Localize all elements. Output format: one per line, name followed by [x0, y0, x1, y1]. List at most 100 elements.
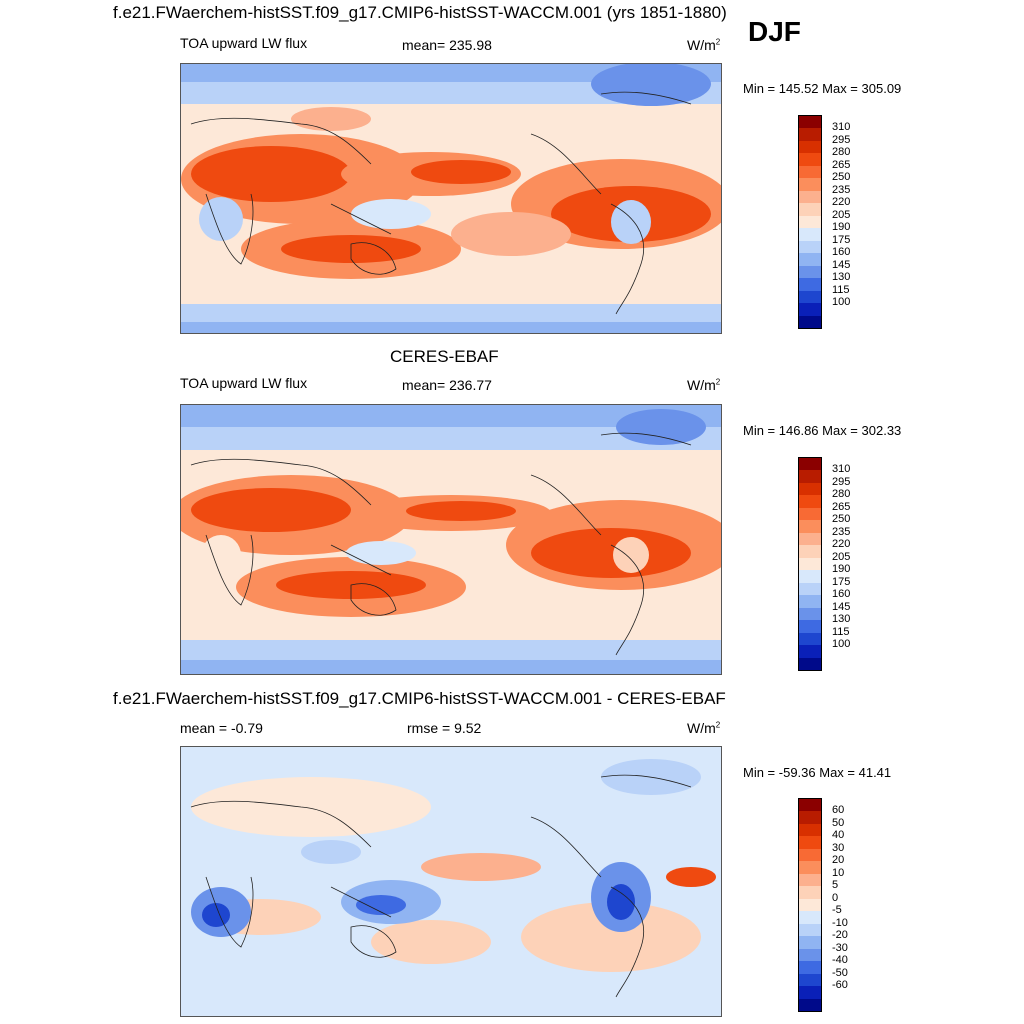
- colorbar-segment: [799, 470, 821, 483]
- colorbar-tick-label: 145: [832, 600, 851, 613]
- colorbar-segment: [799, 290, 821, 304]
- panel1-mean-label: mean= 235.98: [402, 37, 492, 53]
- panel1-title: f.e21.FWaerchem-histSST.f09_g17.CMIP6-hi…: [113, 3, 727, 22]
- colorbar-segment: [799, 657, 821, 670]
- panel3-map-svg: [181, 747, 721, 1016]
- colorbar-segment: [799, 228, 821, 241]
- colorbar-segment: [799, 936, 821, 949]
- colorbar-segment: [799, 520, 821, 533]
- colorbar-tick-label: -60: [832, 979, 848, 992]
- colorbar-segment: [799, 278, 821, 291]
- colorbar-tick-label: -50: [832, 966, 848, 979]
- colorbar-tick-label: -30: [832, 941, 848, 954]
- colorbar-tick-label: 115: [832, 625, 850, 638]
- colorbar-segment: [799, 128, 821, 141]
- colorbar-segment: [799, 620, 821, 633]
- colorbar-tick-label: 190: [832, 563, 851, 576]
- colorbar-segment: [799, 532, 821, 546]
- colorbar-tick-label: -20: [832, 929, 848, 942]
- colorbar-tick-label: 220: [832, 196, 851, 209]
- colorbar-tick-label: 250: [832, 513, 851, 526]
- colorbar-segment: [799, 948, 821, 962]
- colorbar-segment: [799, 923, 821, 937]
- colorbar-tick-label: 175: [832, 575, 851, 588]
- panel2-minmax: Min = 146.86 Max = 302.33: [743, 423, 902, 438]
- panel2-title: CERES-EBAF: [390, 347, 499, 366]
- colorbar-segment: [799, 998, 821, 1011]
- colorbar-segment: [799, 861, 821, 874]
- colorbar-segment: [799, 961, 821, 974]
- colorbar-tick-label: 20: [832, 854, 845, 867]
- colorbar-tick-label: 100: [832, 296, 851, 309]
- colorbar-tick-label: 310: [832, 463, 851, 476]
- colorbar-tick-label: -40: [832, 954, 848, 967]
- colorbar-segment: [799, 973, 821, 987]
- panel2-map: [180, 404, 722, 675]
- colorbar-tick-label: 265: [832, 158, 851, 171]
- panel3-title: f.e21.FWaerchem-histSST.f09_g17.CMIP6-hi…: [113, 689, 726, 708]
- panel2-units: W/m2: [687, 377, 721, 393]
- colorbar-segment: [799, 595, 821, 608]
- colorbar-segment: [799, 178, 821, 191]
- colorbar-tick-label: 205: [832, 550, 851, 563]
- panel2-colorbar: [798, 457, 822, 671]
- colorbar-segment: [799, 811, 821, 824]
- colorbar-segment: [799, 836, 821, 849]
- colorbar-segment: [799, 799, 821, 812]
- colorbar-segment: [799, 253, 821, 266]
- colorbar-segment: [799, 203, 821, 216]
- colorbar-tick-label: 160: [832, 588, 851, 601]
- colorbar-tick-label: 50: [832, 816, 845, 829]
- colorbar-segment: [799, 582, 821, 596]
- panel3-map: [180, 746, 722, 1017]
- panel1-units: W/m2: [687, 37, 721, 53]
- colorbar-tick-label: 10: [832, 866, 845, 879]
- colorbar-segment: [799, 495, 821, 508]
- colorbar-tick-label: 220: [832, 538, 851, 551]
- colorbar-segment: [799, 215, 821, 229]
- colorbar-tick-label: 235: [832, 525, 851, 538]
- colorbar-tick-label: 0: [832, 891, 839, 904]
- colorbar-tick-label: 265: [832, 500, 851, 513]
- panel3-mean-label: mean = -0.79: [180, 720, 263, 736]
- colorbar-segment: [799, 848, 821, 862]
- colorbar-segment: [799, 240, 821, 254]
- colorbar-segment: [799, 570, 821, 583]
- colorbar-segment: [799, 303, 821, 316]
- colorbar-tick-label: 250: [832, 171, 851, 184]
- colorbar-tick-label: 40: [832, 829, 845, 842]
- panel3-colorbar: [798, 798, 822, 1012]
- colorbar-tick-label: 30: [832, 841, 845, 854]
- colorbar-segment: [799, 557, 821, 571]
- colorbar-tick-label: 60: [832, 804, 845, 817]
- colorbar-tick-label: 235: [832, 183, 851, 196]
- panel1-colorbar: [798, 115, 822, 329]
- colorbar-segment: [799, 315, 821, 328]
- colorbar-segment: [799, 190, 821, 204]
- colorbar-segment: [799, 545, 821, 558]
- panel1-map: [180, 63, 722, 334]
- panel1-variable-label: TOA upward LW flux: [180, 35, 308, 51]
- colorbar-segment: [799, 153, 821, 166]
- season-label: DJF: [748, 16, 801, 47]
- colorbar-segment: [799, 886, 821, 899]
- colorbar-tick-label: 205: [832, 208, 851, 221]
- colorbar-segment: [799, 986, 821, 999]
- panel1-map-svg: [181, 64, 721, 333]
- colorbar-segment: [799, 898, 821, 912]
- colorbar-segment: [799, 482, 821, 496]
- colorbar-segment: [799, 873, 821, 887]
- colorbar-segment: [799, 645, 821, 658]
- colorbar-tick-label: 115: [832, 283, 850, 296]
- panel3-rmse-label: rmse = 9.52: [407, 720, 482, 736]
- colorbar-tick-label: 295: [832, 475, 851, 488]
- colorbar-segment: [799, 632, 821, 646]
- colorbar-segment: [799, 911, 821, 924]
- colorbar-tick-label: 5: [832, 879, 839, 892]
- panel3-units: W/m2: [687, 720, 721, 736]
- colorbar-segment: [799, 116, 821, 129]
- colorbar-tick-label: 160: [832, 246, 851, 259]
- colorbar-tick-label: 295: [832, 133, 851, 146]
- colorbar-segment: [799, 507, 821, 521]
- panel1-minmax: Min = 145.52 Max = 305.09: [743, 81, 902, 96]
